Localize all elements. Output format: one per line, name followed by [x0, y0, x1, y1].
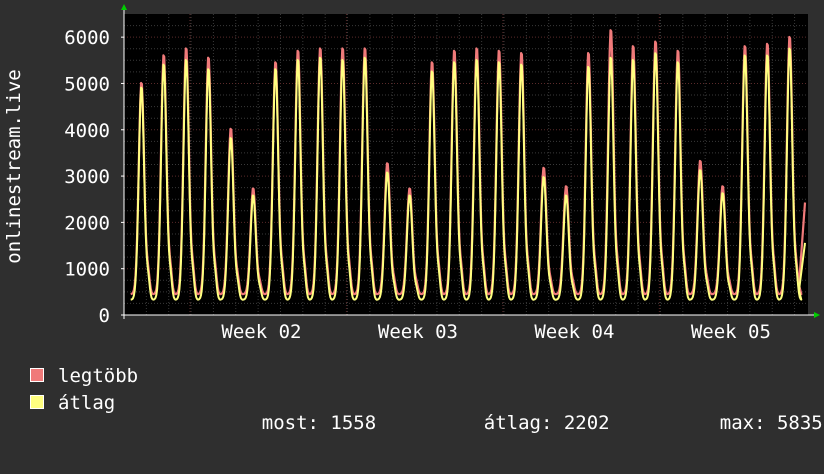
y-tick-label: 1000 [64, 259, 110, 281]
y-tick-label: 5000 [64, 73, 110, 95]
series-line-max [130, 29, 807, 296]
stat-max-value: 5835 [776, 412, 823, 434]
stat-max-label: max: [719, 412, 766, 434]
stat-now-value: 1558 [330, 412, 377, 434]
y-axis-label: onlinestream.live [3, 69, 25, 263]
legend-item-avg: átlag [30, 393, 115, 413]
series-line-avg [130, 47, 806, 301]
y-tick-label: 4000 [64, 120, 110, 142]
y-tick-label: 3000 [64, 166, 110, 188]
chart-svg: 0 1000 2000 3000 4000 5000 6000 Week 02 Week 03 W… [3, 4, 820, 343]
legend-swatch-max [30, 368, 44, 382]
x-tick-label: Week 03 [378, 321, 458, 343]
stat-avg-label: átlag: [483, 412, 553, 434]
legend-label-avg: átlag [58, 392, 116, 414]
stat-avg: átlag: 2202 [438, 393, 610, 453]
stat-now-label: most: [261, 412, 319, 434]
x-axis-arrow [814, 312, 820, 318]
x-tick-label: Week 05 [691, 321, 771, 343]
stat-avg-value: 2202 [563, 412, 610, 434]
chart-panel: 0 1000 2000 3000 4000 5000 6000 Week 02 Week 03 W… [3, 4, 823, 433]
y-tick-label: 0 [99, 305, 110, 327]
stat-max: max: 5835 [674, 393, 823, 453]
x-tick-label: Week 04 [534, 321, 614, 343]
y-tick-label: 6000 [64, 27, 110, 49]
legend-item-max: legtöbb [30, 366, 138, 386]
legend-label-max: legtöbb [58, 365, 139, 387]
y-axis-arrow [121, 4, 127, 10]
y-tick-label: 2000 [64, 212, 110, 234]
stat-now: most: 1558 [216, 393, 376, 453]
x-tick-label: Week 02 [221, 321, 301, 343]
legend-swatch-avg [30, 395, 44, 409]
